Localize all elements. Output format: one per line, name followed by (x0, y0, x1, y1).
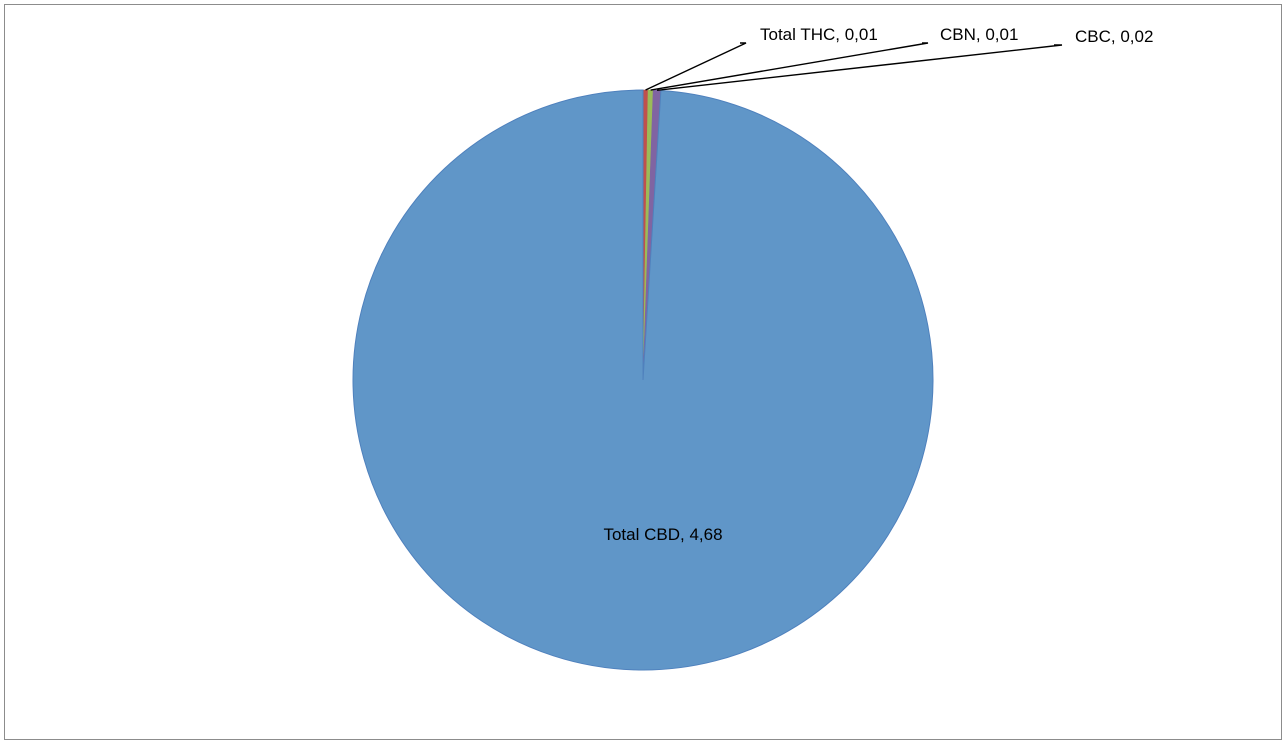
pie-slices (352, 89, 934, 671)
pie-slice-total-cbd (352, 89, 934, 671)
data-label-cbn: CBN, 0,01 (940, 25, 1018, 44)
leader-line-cbc (656, 44, 1063, 92)
data-label-cbc: CBC, 0,02 (1075, 27, 1153, 46)
leader-line-cbn (650, 42, 929, 91)
leader-line-total-thc (645, 42, 747, 91)
data-label-total-thc: Total THC, 0,01 (760, 25, 878, 44)
data-label-total-cbd: Total CBD, 4,68 (603, 525, 722, 544)
leader-lines (645, 42, 1063, 92)
data-labels: Total CBD, 4,68 Total THC, 0,01 CBN, 0,0… (603, 25, 1153, 544)
